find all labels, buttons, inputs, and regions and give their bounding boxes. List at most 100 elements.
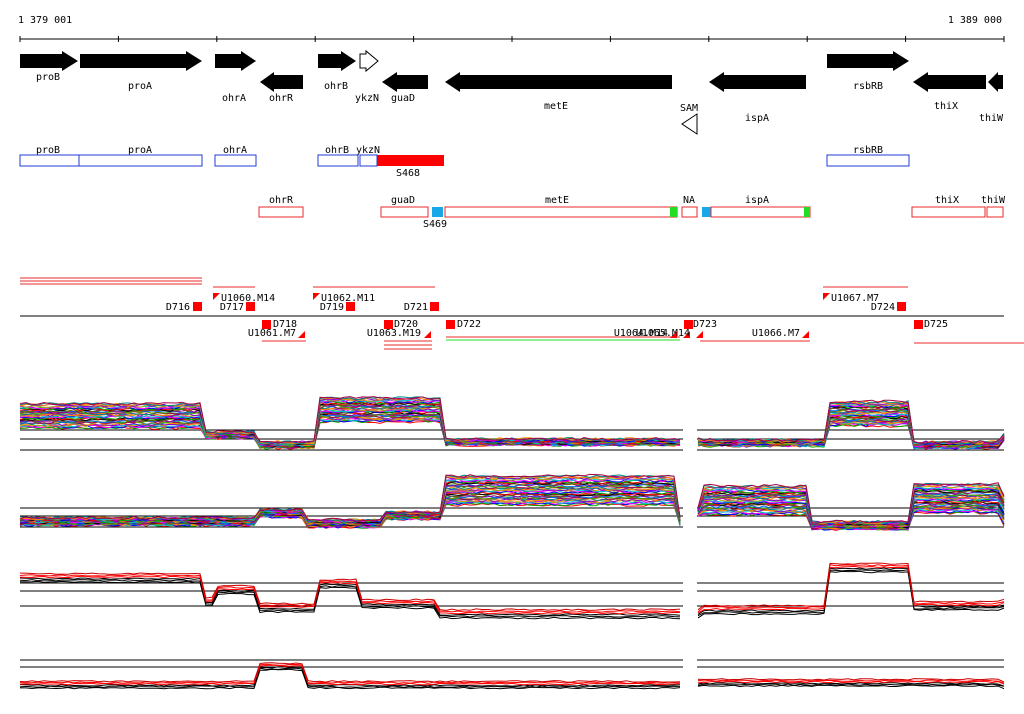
unit-box[interactable] [258,206,304,218]
gene-arrow-outline[interactable] [681,113,698,135]
segment-label: D723 [693,319,717,330]
segment-marker[interactable] [802,331,809,338]
segment-marker[interactable] [213,293,220,300]
expression-trace [20,668,1005,690]
unit-label: proB [36,145,60,156]
unit-box[interactable] [19,154,80,167]
unit-box[interactable] [444,206,678,218]
ruler-ticks [19,36,1005,42]
segment-label: U1062.M11 [321,293,375,304]
segment-label: D716 [166,302,190,313]
unit-label: guaD [391,195,415,206]
segment-marker[interactable] [914,320,923,329]
gap-mask [683,470,697,542]
gene-arrow[interactable] [988,72,1003,92]
segment-label: D719 [320,302,344,313]
gene-arrow[interactable] [215,51,256,71]
unit-box[interactable] [78,154,203,167]
segment-label: D725 [924,319,948,330]
signal-box[interactable] [432,207,443,217]
expression-trace [19,663,1005,684]
expression-trace [19,664,1005,686]
unit-label: rsbRB [853,145,883,156]
unit-label: ohrA [223,145,247,156]
expression-panel-reverse-summary [19,655,1005,700]
unit-box[interactable] [317,154,359,167]
gene-label: proB [36,72,60,83]
segment-marker[interactable] [897,302,906,311]
segment-label: U1066.M7 [752,328,800,339]
gene-label: metE [544,101,568,112]
signal-box[interactable] [702,207,711,217]
gene-arrow[interactable] [709,72,806,92]
segment-label: U1060.M14 [221,293,275,304]
segment-marker[interactable] [430,302,439,311]
gene-label: ykzN [355,93,379,104]
unit-box[interactable] [380,206,429,218]
coordinate-ruler: 1 379 001 1 389 000 [18,15,1005,42]
gene-label: ohrR [269,93,294,104]
unit-box[interactable] [986,206,1004,218]
segment-label: D721 [404,302,428,313]
gene-arrow[interactable] [445,72,672,92]
segment-marker[interactable] [193,302,202,311]
unit-box[interactable] [359,154,378,167]
segment-marker[interactable] [670,331,677,338]
unit-box[interactable] [826,154,910,167]
gene-arrow[interactable] [913,72,986,92]
unit-box[interactable] [214,154,257,167]
gene-label: ohrB [324,81,348,92]
segment-label: D717 [220,302,244,313]
segment-marker[interactable] [384,320,393,329]
expression-trace [19,569,1005,618]
gene-label: thiX [934,101,958,112]
signal-box[interactable] [804,207,810,217]
expression-panels [19,395,1005,700]
segment-marker[interactable] [262,320,271,329]
unit-box[interactable] [710,206,811,218]
expression-trace [19,564,1005,613]
gene-label: rsbRB [853,81,883,92]
unit-box-filled[interactable] [377,155,444,166]
gene-arrow[interactable] [20,51,78,71]
signal-box[interactable] [670,207,677,217]
gene-track: proB proA ohrA ohrR ohrB ykzN guaD metE … [20,49,1004,135]
unit-label: NA [683,195,695,206]
segment-marker[interactable] [298,331,305,338]
gene-arrow[interactable] [318,51,356,71]
unit-label: ykzN [356,145,380,156]
unit-label: S468 [396,168,420,179]
segment-label: U1061.M7 [248,328,296,339]
expression-trace [19,477,1005,525]
gene-arrow[interactable] [80,51,202,71]
gene-label: guaD [391,93,415,104]
segment-marker[interactable] [446,320,455,329]
segment-marker[interactable] [424,331,431,338]
segment-label: U1064.M14 [614,328,668,339]
gap-mask [683,395,697,465]
gene-arrow[interactable] [260,72,303,92]
expression-trace [19,570,1005,620]
unit-label: ohrR [269,195,294,206]
unit-box[interactable] [911,206,986,218]
unit-label: S469 [423,219,447,230]
segment-marker[interactable] [684,320,693,329]
segment-marker[interactable] [246,302,255,311]
segment-marker[interactable] [696,331,703,338]
expression-trace [19,473,1005,524]
gene-arrow-outline[interactable] [359,49,379,73]
segment-label: U1063.M19 [367,328,421,339]
unit-box[interactable] [681,206,698,218]
segment-marker[interactable] [346,302,355,311]
segment-label: U1067.M7 [831,293,879,304]
segment-marker[interactable] [683,331,690,338]
segment-label: D718 [273,319,297,330]
gene-label: ispA [745,113,769,124]
segment-marker[interactable] [823,293,830,300]
segment-marker[interactable] [313,293,320,300]
gene-label: SAM [680,103,698,114]
gene-arrow[interactable] [382,72,428,92]
gene-label: ohrA [222,93,246,104]
gene-arrow[interactable] [827,51,909,71]
unit-label: thiW [981,195,1006,206]
